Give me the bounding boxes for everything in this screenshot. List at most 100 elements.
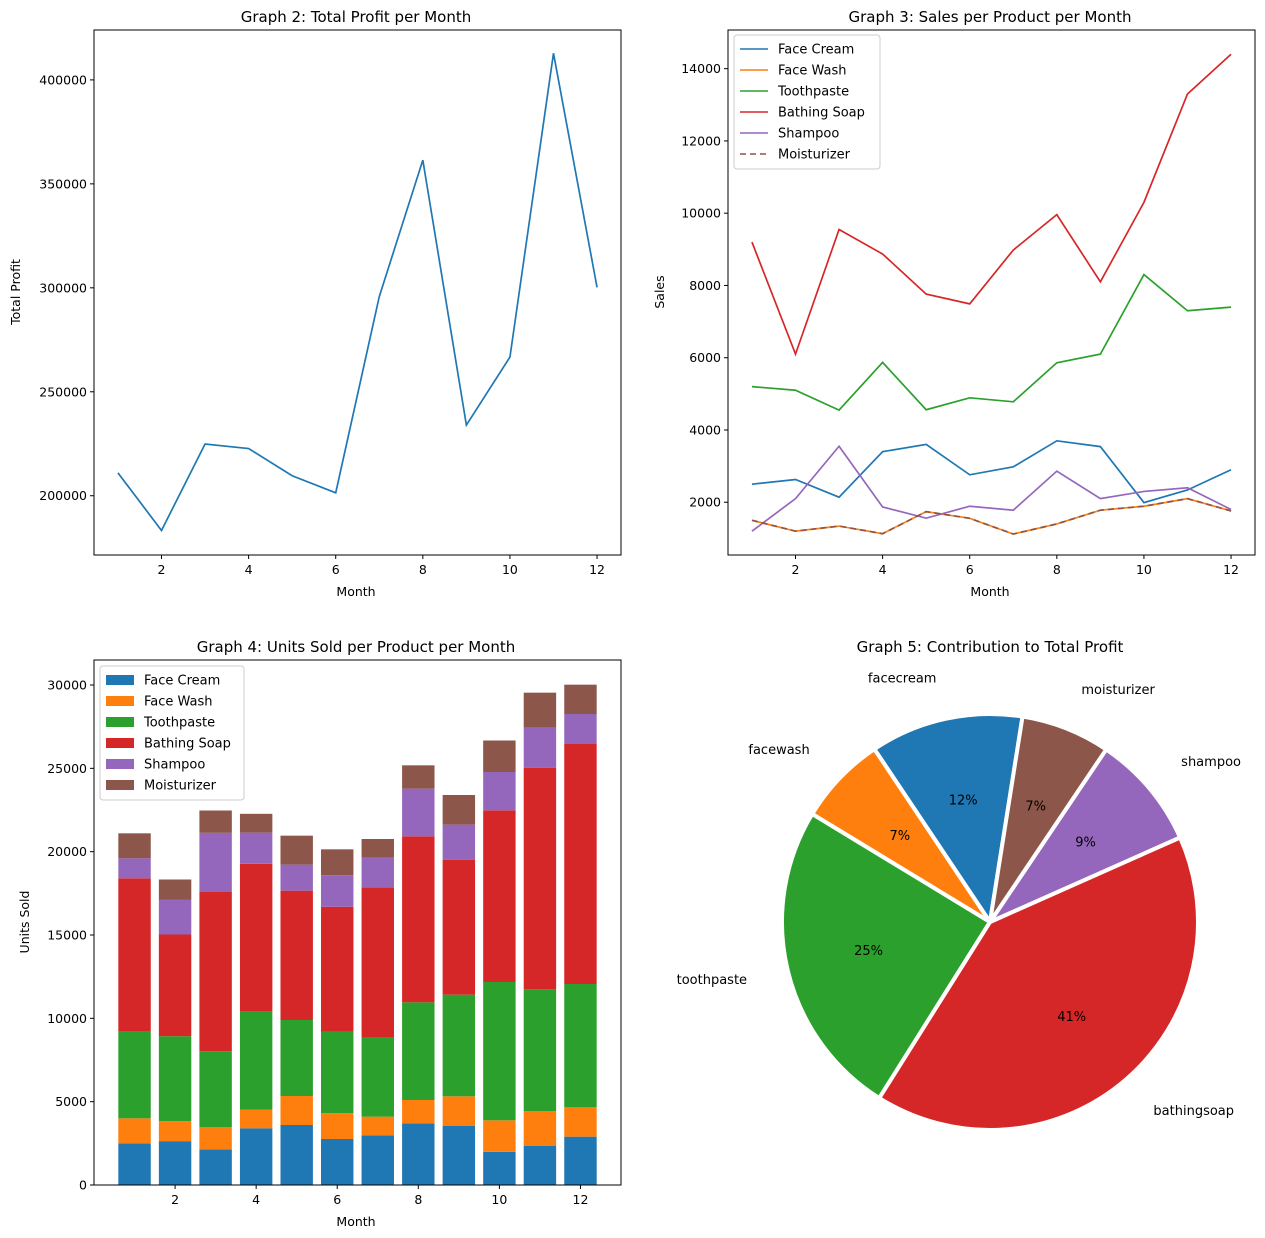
bar-segment-face-cream	[199, 1149, 232, 1185]
pie-slice-shampoo	[988, 747, 1183, 924]
bar-segment-face-wash	[118, 1118, 151, 1144]
bar-segment-shampoo	[483, 772, 516, 811]
y-tick-label: 20000	[47, 844, 87, 859]
bar-segment-bathing-soap	[199, 892, 232, 1052]
graph-3-ylabel: Sales	[652, 275, 667, 308]
bar-segment-shampoo	[564, 714, 597, 744]
pie-percent-label: 25%	[854, 944, 883, 959]
pie-slice-facecream	[872, 712, 1025, 924]
legend-swatch	[106, 780, 134, 790]
x-tick-label: 4	[879, 562, 887, 577]
y-tick-label: 15000	[47, 928, 87, 943]
y-tick-label: 10000	[681, 206, 721, 221]
bar-segment-bathing-soap	[118, 878, 151, 1032]
bar-segment-moisturizer	[442, 795, 476, 825]
legend-label: Face Wash	[144, 695, 213, 710]
legend-swatch	[106, 675, 134, 685]
pie-percent-label: 7%	[1025, 799, 1046, 814]
legend-label: Shampoo	[144, 758, 205, 773]
bar-segment-face-wash	[199, 1127, 232, 1150]
bar-segment-moisturizer	[321, 849, 354, 876]
bar-segment-toothpaste	[523, 989, 557, 1111]
graph-4-ylabel: Units Sold	[17, 891, 32, 954]
graph-4-title: Graph 4: Units Sold per Product per Mont…	[197, 638, 516, 656]
series-line-shampoo	[751, 444, 1232, 532]
bar-segment-face-cream	[523, 1146, 557, 1185]
bar-segment-bathing-soap	[483, 810, 516, 982]
pie-label: facecream	[868, 672, 937, 687]
bar-segment-face-cream	[158, 1141, 192, 1185]
y-tick-label: 0	[79, 1178, 87, 1193]
bar-segment-bathing-soap	[158, 934, 192, 1037]
legend-label: Face Wash	[778, 64, 847, 79]
bar-segment-shampoo	[280, 864, 313, 891]
x-tick-label: 4	[252, 1192, 260, 1207]
x-tick-label: 8	[1053, 562, 1061, 577]
pie-percent-label: 41%	[1057, 1010, 1086, 1025]
bar-segment-moisturizer	[483, 740, 516, 772]
series-line-bathing-soap	[751, 53, 1232, 357]
pie-percent-label: 12%	[949, 794, 978, 809]
bar-segment-toothpaste	[199, 1051, 232, 1127]
bar-segment-shampoo	[321, 875, 354, 907]
graph-2-title: Graph 2: Total Profit per Month	[241, 8, 472, 26]
bar-segment-shampoo	[523, 727, 557, 768]
pie-percent-label: 9%	[1075, 835, 1096, 850]
y-tick-label: 5000	[55, 1094, 87, 1109]
series-line-moisturizer	[751, 497, 1232, 535]
x-tick-label: 8	[414, 1192, 422, 1207]
graph-4-xlabel: Month	[336, 1214, 375, 1229]
bar-segment-face-wash	[564, 1107, 597, 1137]
bar-segment-shampoo	[361, 857, 394, 888]
x-tick-label: 12	[1223, 562, 1239, 577]
axes-frame	[727, 29, 1256, 556]
y-tick-label: 30000	[47, 678, 87, 693]
x-tick-label: 2	[792, 562, 800, 577]
bar-segment-face-wash	[442, 1096, 476, 1126]
pie-slice-moisturizer	[988, 714, 1109, 924]
bar-segment-face-cream	[118, 1143, 151, 1185]
graph-3-title: Graph 3: Sales per Product per Month	[849, 8, 1132, 26]
bar-segment-toothpaste	[280, 1020, 313, 1096]
bar-segment-face-cream	[239, 1128, 273, 1185]
graph-3-xlabel: Month	[970, 584, 1009, 599]
graph-5-profit-contribution: Graph 5: Contribution to Total Profit fa…	[677, 638, 1241, 1132]
y-tick-label: 2000	[689, 495, 721, 510]
x-tick-label: 6	[966, 562, 974, 577]
series-line-toothpaste	[751, 273, 1232, 412]
bar-segment-face-wash	[402, 1100, 435, 1124]
legend-label: Face Cream	[778, 43, 854, 58]
bar-segment-toothpaste	[442, 994, 476, 1097]
bar-segment-moisturizer	[361, 839, 394, 858]
bar-segment-face-wash	[280, 1096, 313, 1125]
legend-label: Moisturizer	[144, 779, 217, 794]
bar-segment-bathing-soap	[280, 890, 313, 1020]
y-tick-label: 300000	[39, 280, 87, 295]
bar-segment-shampoo	[239, 832, 273, 864]
series-line-total-profit	[117, 53, 598, 533]
bar-segment-moisturizer	[280, 835, 313, 865]
x-tick-label: 6	[332, 562, 340, 577]
x-tick-label: 10	[502, 562, 518, 577]
graph-2-total-profit: Graph 2: Total Profit per Month Month To…	[8, 8, 622, 599]
bar-segment-moisturizer	[564, 684, 597, 714]
bar-segment-toothpaste	[321, 1031, 354, 1114]
axes-frame	[93, 659, 622, 1186]
x-tick-label: 8	[419, 562, 427, 577]
bar-segment-moisturizer	[118, 833, 151, 859]
y-tick-label: 6000	[689, 350, 721, 365]
bar-segment-bathing-soap	[402, 836, 435, 1003]
graph-3-sales: Graph 3: Sales per Product per Month Mon…	[652, 8, 1256, 599]
bar-segment-bathing-soap	[442, 859, 476, 995]
bar-segment-face-cream	[483, 1151, 516, 1185]
legend-label: Toothpaste	[777, 85, 849, 100]
bar-segment-toothpaste	[402, 1002, 435, 1100]
legend-label: Moisturizer	[778, 148, 851, 163]
graph-2-xlabel: Month	[336, 584, 375, 599]
bar-segment-shampoo	[118, 858, 151, 879]
pie-label: toothpaste	[677, 973, 747, 988]
bar-segment-bathing-soap	[239, 863, 273, 1012]
x-tick-label: 12	[589, 562, 605, 577]
y-tick-label: 12000	[681, 133, 721, 148]
